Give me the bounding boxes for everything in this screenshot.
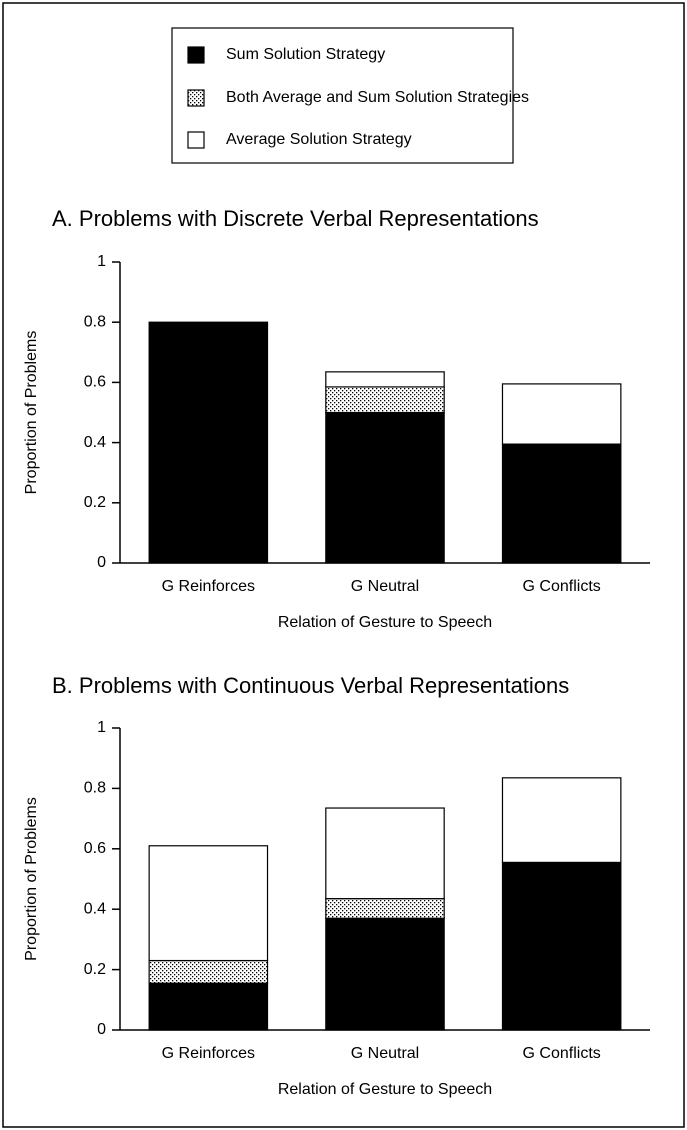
- bar-segment: [501, 443, 622, 564]
- x-axis-label: Relation of Gesture to Speech: [278, 614, 492, 631]
- y-tick-label: 0.8: [84, 780, 106, 797]
- legend-label: Sum Solution Strategy: [226, 46, 385, 63]
- legend-box: [171, 27, 514, 164]
- y-tick-label: 0.2: [84, 494, 106, 511]
- bar-segment: [325, 371, 445, 388]
- x-tick-label: G Neutral: [351, 578, 419, 595]
- bar-segment: [325, 917, 445, 1031]
- legend-swatch: [187, 46, 205, 64]
- bar-segment: [148, 982, 269, 1031]
- y-tick-label: 1: [97, 253, 106, 270]
- y-tick-label: 0.4: [84, 434, 106, 451]
- bar-segment: [501, 777, 622, 863]
- bar-segment: [148, 959, 269, 984]
- y-axis-label: Proportion of Problems: [23, 797, 40, 961]
- x-axis-label: Relation of Gesture to Speech: [278, 1081, 492, 1098]
- bar-segment: [325, 807, 445, 900]
- x-tick-label: G Reinforces: [162, 1045, 255, 1062]
- legend-label: Both Average and Sum Solution Strategies: [226, 89, 529, 106]
- x-tick-label: G Reinforces: [162, 578, 255, 595]
- legend-swatch: [187, 89, 205, 107]
- x-tick-label: G Neutral: [351, 1045, 419, 1062]
- bar-segment: [501, 861, 622, 1031]
- y-tick-label: 1: [97, 719, 106, 736]
- bar-segment: [148, 845, 269, 962]
- legend-swatch: [187, 131, 205, 149]
- chart-title: A. Problems with Discrete Verbal Represe…: [52, 206, 539, 231]
- chart-title: B. Problems with Continuous Verbal Repre…: [52, 673, 569, 698]
- y-tick-label: 0: [97, 554, 106, 571]
- x-tick-label: G Conflicts: [523, 578, 601, 595]
- y-tick-label: 0.4: [84, 900, 106, 917]
- y-tick-label: 0.8: [84, 313, 106, 330]
- bar-segment: [325, 411, 445, 564]
- x-tick-label: G Conflicts: [523, 1045, 601, 1062]
- bar-segment: [501, 383, 622, 445]
- y-tick-label: 0.6: [84, 840, 106, 857]
- y-tick-label: 0: [97, 1021, 106, 1038]
- bar-segment: [325, 386, 445, 414]
- bar-segment: [148, 321, 269, 564]
- bar-segment: [325, 898, 445, 919]
- y-tick-label: 0.6: [84, 374, 106, 391]
- y-axis-label: Proportion of Problems: [23, 331, 40, 495]
- legend-label: Average Solution Strategy: [226, 131, 412, 148]
- y-tick-label: 0.2: [84, 961, 106, 978]
